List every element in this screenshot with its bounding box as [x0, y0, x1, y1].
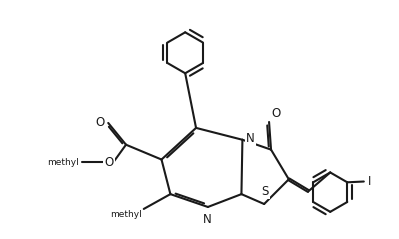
Text: O: O — [104, 156, 114, 169]
Text: methyl: methyl — [110, 210, 141, 219]
Text: O: O — [95, 116, 104, 129]
Text: I: I — [368, 175, 371, 188]
Text: N: N — [246, 132, 255, 146]
Text: N: N — [203, 213, 212, 226]
Text: O: O — [271, 107, 280, 120]
Text: methyl: methyl — [47, 158, 79, 167]
Text: S: S — [261, 185, 269, 198]
